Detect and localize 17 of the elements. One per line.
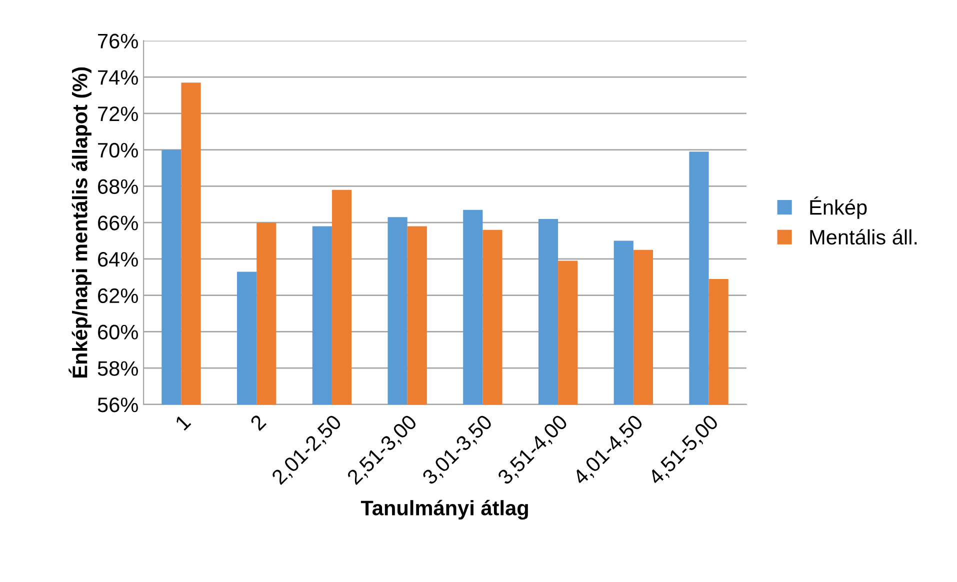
x-axis-title: Tanulmányi átlag xyxy=(360,500,528,520)
y-tick-label: 62% xyxy=(98,288,138,304)
y-tick-label: 74% xyxy=(98,70,138,85)
x-tick-label: 1 xyxy=(174,414,192,431)
x-tick-label: 2 xyxy=(250,414,267,431)
y-tick-label: 68% xyxy=(98,179,138,194)
y-tick-label: 66% xyxy=(98,216,138,230)
y-tick-label: 70% xyxy=(98,142,138,158)
y-tick-label: 64% xyxy=(98,252,138,267)
y-tick-label: 76% xyxy=(98,34,138,48)
legend-label: Mentális áll. xyxy=(810,229,917,245)
y-tick-label: 60% xyxy=(98,324,138,340)
legend-label: Énkép xyxy=(810,196,867,219)
y-axis-title: Énkép/napi mentális állapot (%) xyxy=(68,67,92,378)
y-tick-label: 72% xyxy=(98,106,138,122)
y-tick-label: 58% xyxy=(98,361,138,376)
y-tick-label: 56% xyxy=(98,397,138,412)
